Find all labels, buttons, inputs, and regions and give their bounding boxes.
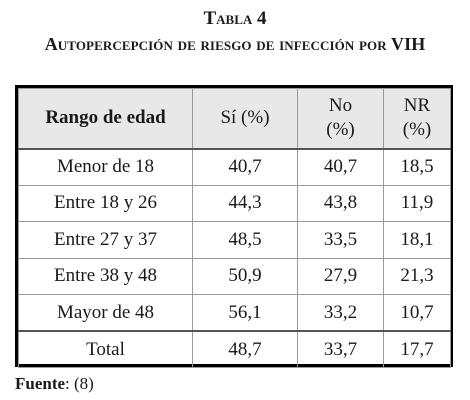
cell-nr: 21,3 bbox=[383, 257, 451, 295]
row-label: Entre 18 y 26 bbox=[18, 184, 193, 222]
risk-perception-table: Rango de edad Sí (%) No (%) NR (%) Menor… bbox=[18, 88, 451, 368]
table-row: Entre 18 y 26 44,3 43,8 11,9 bbox=[18, 184, 451, 222]
cell-nr: 18,1 bbox=[383, 221, 451, 259]
cell-nr: 10,7 bbox=[383, 294, 451, 332]
row-label: Entre 27 y 37 bbox=[18, 221, 193, 259]
cell-no: 33,2 bbox=[297, 294, 384, 332]
total-si: 48,7 bbox=[192, 330, 298, 368]
header-nr-line1: NR bbox=[403, 95, 431, 117]
cell-si: 40,7 bbox=[192, 148, 298, 186]
source-label: Fuente bbox=[15, 374, 66, 393]
cell-si: 56,1 bbox=[192, 294, 298, 332]
table-row: Mayor de 48 56,1 33,2 10,7 bbox=[18, 294, 451, 332]
header-nr-line2: (%) bbox=[402, 119, 432, 141]
row-label: Entre 38 y 48 bbox=[18, 257, 193, 295]
table-subtitle: Autopercepción de riesgo de infección po… bbox=[44, 34, 426, 54]
header-yes-pct: Sí (%) bbox=[192, 88, 298, 150]
source-note: Fuente: (8) bbox=[15, 374, 94, 394]
cell-no: 27,9 bbox=[297, 257, 384, 295]
header-age-range: Rango de edad bbox=[18, 88, 193, 150]
data-table-frame: Rango de edad Sí (%) No (%) NR (%) Menor… bbox=[15, 85, 453, 368]
total-no: 33,7 bbox=[297, 330, 384, 368]
row-label: Mayor de 48 bbox=[18, 294, 193, 332]
total-nr: 17,7 bbox=[383, 330, 451, 368]
cell-nr: 18,5 bbox=[383, 148, 451, 186]
cell-no: 43,8 bbox=[297, 184, 384, 222]
cell-no: 33,5 bbox=[297, 221, 384, 259]
total-label: Total bbox=[18, 330, 193, 368]
table-row: Entre 38 y 48 50,9 27,9 21,3 bbox=[18, 257, 451, 295]
total-row: Total 48,7 33,7 17,7 bbox=[18, 330, 451, 368]
cell-no: 40,7 bbox=[297, 148, 384, 186]
table-title: Tabla 4 bbox=[203, 8, 267, 29]
cell-si: 50,9 bbox=[192, 257, 298, 295]
source-text: : (8) bbox=[65, 374, 94, 393]
header-row: Rango de edad Sí (%) No (%) NR (%) bbox=[18, 88, 451, 150]
header-no-line1: No bbox=[328, 95, 353, 117]
header-nr-pct: NR (%) bbox=[383, 88, 451, 150]
table-row: Entre 27 y 37 48,5 33,5 18,1 bbox=[18, 221, 451, 259]
table-row: Menor de 18 40,7 40,7 18,5 bbox=[18, 148, 451, 186]
header-no-pct: No (%) bbox=[297, 88, 384, 150]
cell-nr: 11,9 bbox=[383, 184, 451, 222]
cell-si: 48,5 bbox=[192, 221, 298, 259]
header-no-line2: (%) bbox=[326, 119, 355, 141]
cell-si: 44,3 bbox=[192, 184, 298, 222]
row-label: Menor de 18 bbox=[18, 148, 193, 186]
